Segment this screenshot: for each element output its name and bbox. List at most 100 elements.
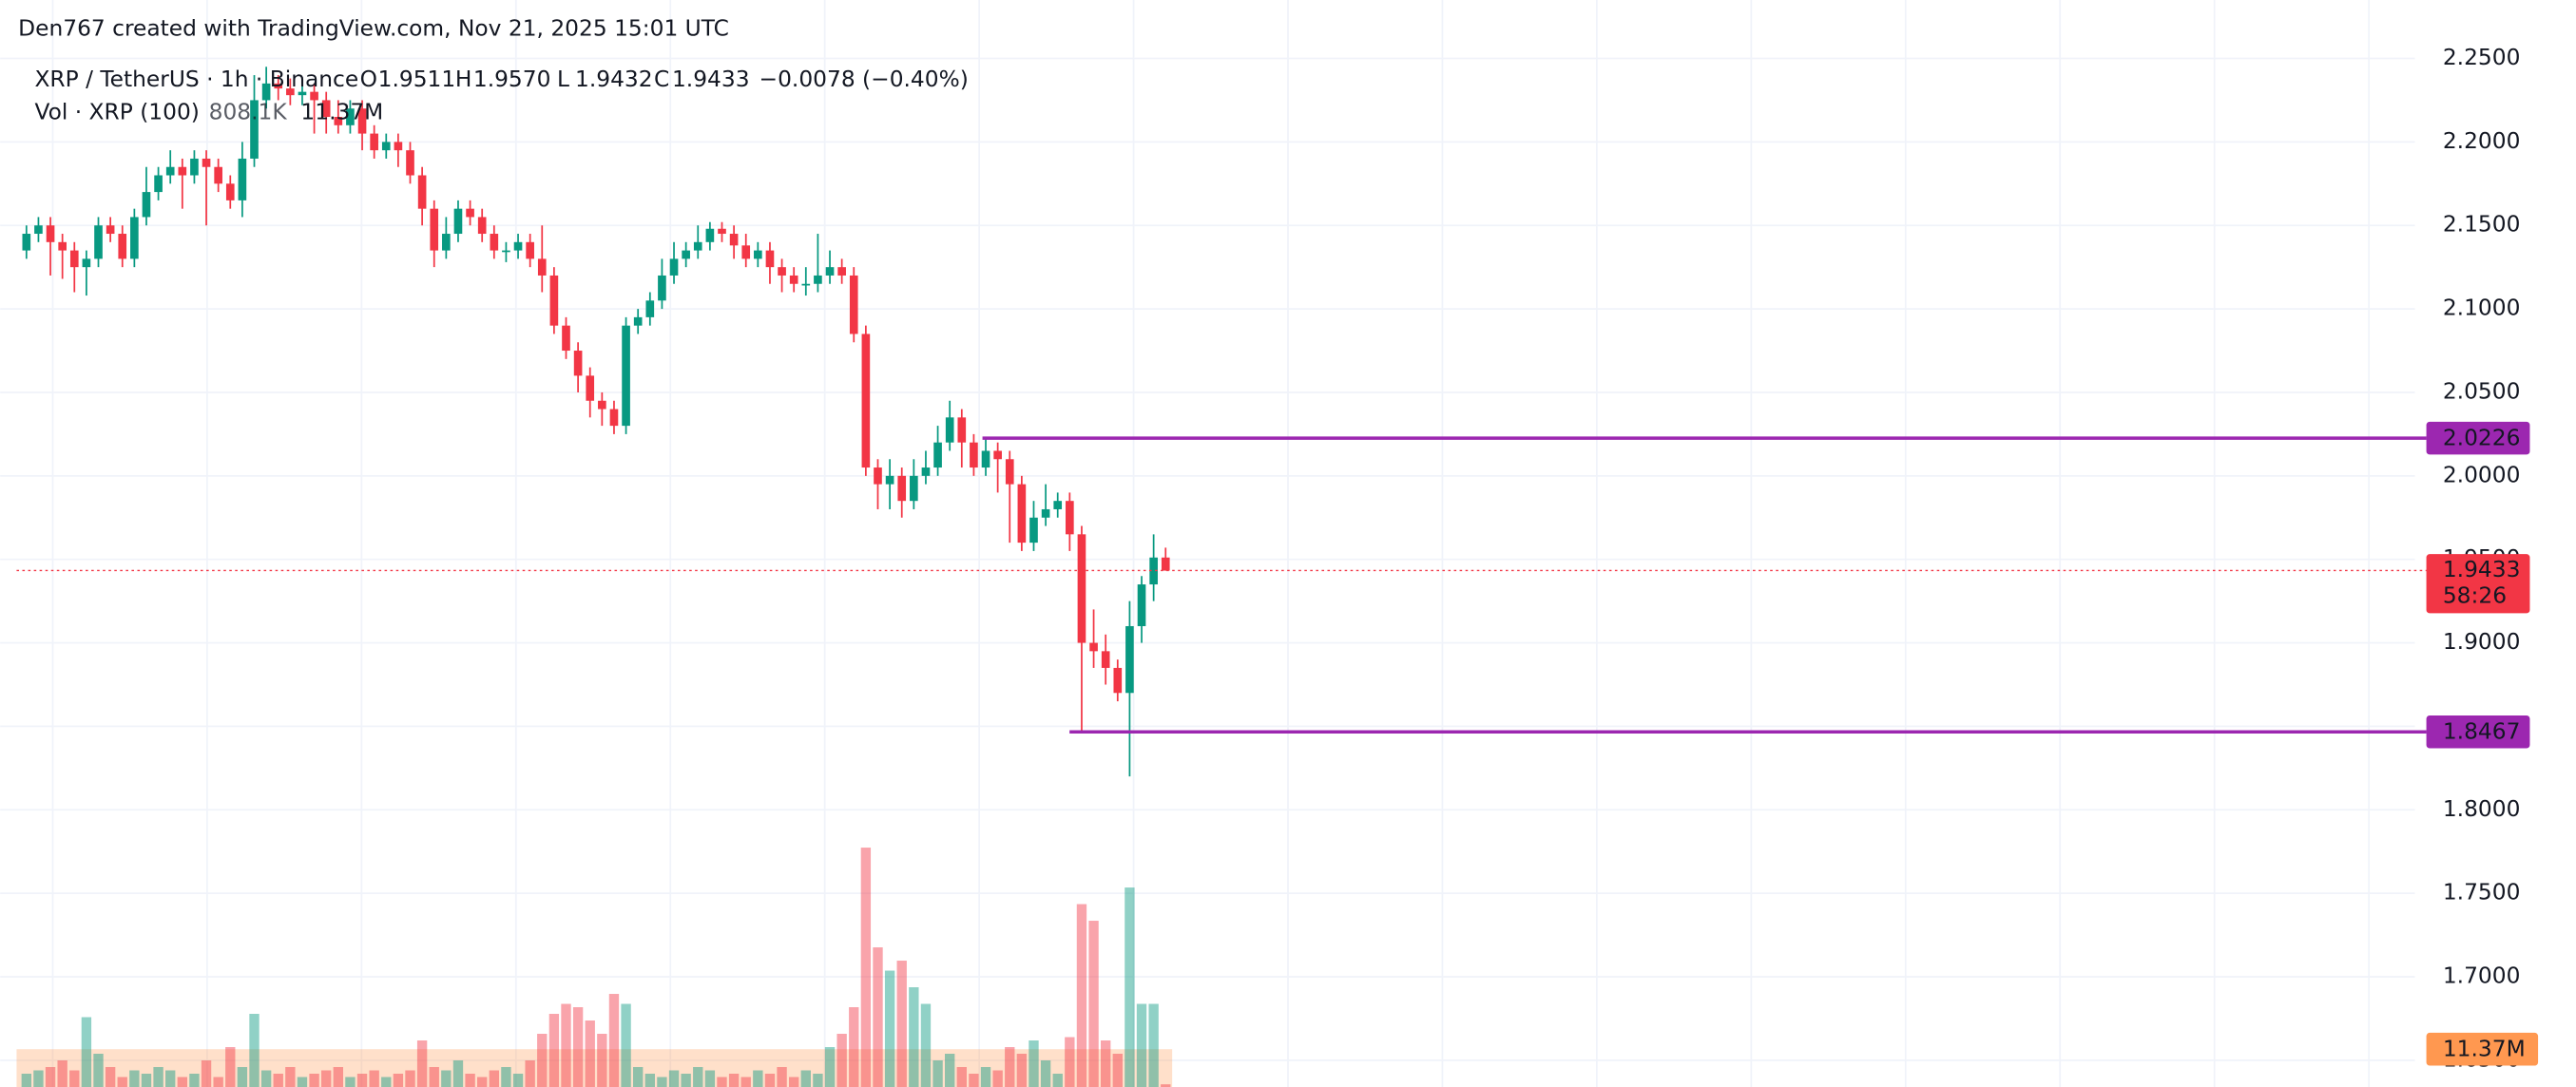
candle-body bbox=[586, 375, 595, 401]
attribution: Den767 created with TradingView.com, Nov… bbox=[18, 16, 729, 42]
volume-bar bbox=[1161, 1084, 1171, 1087]
candle-body bbox=[82, 258, 91, 268]
level-label: 2.0226 bbox=[2443, 425, 2521, 450]
volume-bar bbox=[621, 1003, 631, 1087]
candle-body bbox=[897, 475, 907, 502]
volume-bar bbox=[909, 987, 919, 1087]
candle-body bbox=[970, 442, 978, 468]
volume-bar bbox=[117, 1077, 127, 1087]
volume-bar bbox=[896, 961, 907, 1087]
volume-bar bbox=[920, 1003, 932, 1087]
candle-body bbox=[334, 117, 343, 125]
volume-bar bbox=[1028, 1040, 1039, 1087]
price-label: 1.9433 bbox=[2443, 557, 2521, 582]
candle-body bbox=[549, 275, 559, 326]
level-label: 1.8467 bbox=[2443, 719, 2521, 745]
volume-bar bbox=[1088, 921, 1099, 1087]
volume-bar bbox=[1136, 1003, 1147, 1087]
candle-body bbox=[1029, 517, 1038, 544]
candle-body bbox=[69, 250, 79, 268]
candle-body bbox=[130, 217, 139, 259]
volume-bar bbox=[345, 1077, 356, 1087]
candle-body bbox=[154, 175, 163, 193]
candle-body bbox=[346, 108, 355, 125]
volume-bar bbox=[969, 1074, 979, 1087]
volume-bar bbox=[1005, 1047, 1015, 1087]
candle-body bbox=[669, 258, 679, 276]
candle-body bbox=[106, 225, 115, 235]
volume-bar bbox=[1065, 1037, 1075, 1087]
volume-bar bbox=[537, 1034, 548, 1087]
volume-bar bbox=[429, 1067, 439, 1087]
candle-body bbox=[214, 166, 222, 184]
countdown: 58:26 bbox=[2443, 583, 2507, 609]
candle-body bbox=[1017, 484, 1027, 544]
candle-body bbox=[693, 241, 702, 251]
volume-bar bbox=[416, 1040, 428, 1087]
y-tick-label: 1.8000 bbox=[2443, 796, 2521, 822]
volume-bar bbox=[585, 1020, 595, 1087]
volume-bar bbox=[1016, 1054, 1028, 1087]
volume-ma-label: 11.37M bbox=[2443, 1037, 2526, 1062]
volume-bar bbox=[608, 994, 620, 1087]
volume-bar bbox=[285, 1067, 296, 1087]
volume-bar bbox=[369, 1070, 379, 1087]
candle-body bbox=[370, 133, 378, 151]
volume-bar bbox=[849, 1007, 859, 1087]
ohlc-letter: H bbox=[455, 67, 472, 92]
candle-body bbox=[502, 250, 510, 253]
ohlc-value: 1.9511 bbox=[378, 67, 456, 92]
volume-bar bbox=[717, 1077, 727, 1087]
volume-bar bbox=[213, 1077, 223, 1087]
candle-body bbox=[633, 316, 643, 326]
candle-body bbox=[682, 250, 690, 259]
candle-body bbox=[1149, 557, 1158, 585]
volume-bar bbox=[512, 1074, 524, 1087]
candle-body bbox=[573, 351, 583, 376]
candle-body bbox=[142, 192, 151, 218]
volume-bar bbox=[489, 1070, 499, 1087]
candle-body bbox=[993, 450, 1002, 460]
candle-body bbox=[933, 442, 942, 468]
volume-bar bbox=[945, 1054, 955, 1087]
volume-bar bbox=[249, 1014, 260, 1087]
volume-bar bbox=[561, 1003, 571, 1087]
volume-bar bbox=[465, 1074, 475, 1087]
volume-bar bbox=[824, 1047, 836, 1087]
volume-ma-area bbox=[16, 1049, 1173, 1087]
candle-body bbox=[466, 208, 474, 218]
volume-bar bbox=[1100, 1040, 1111, 1087]
volume-bar bbox=[932, 1060, 943, 1087]
candle-body bbox=[1161, 557, 1170, 571]
volume-bar bbox=[393, 1074, 404, 1087]
volume-bar bbox=[21, 1074, 32, 1087]
volume-bar bbox=[69, 1070, 80, 1087]
candle-body bbox=[861, 334, 871, 468]
candle-body bbox=[58, 241, 67, 251]
ohlc-letter: C bbox=[654, 67, 669, 92]
volume-bar bbox=[129, 1070, 140, 1087]
candle-body bbox=[1137, 584, 1146, 626]
volume-bar bbox=[789, 1077, 799, 1087]
candle-body bbox=[778, 267, 786, 276]
level-label-box bbox=[2426, 715, 2530, 749]
volume-bar bbox=[405, 1070, 415, 1087]
volume-bar bbox=[753, 1070, 763, 1087]
volume-bar bbox=[633, 1067, 644, 1087]
volume-bar bbox=[201, 1060, 212, 1087]
volume-bar bbox=[452, 1060, 464, 1087]
candle-body bbox=[598, 400, 606, 410]
volume-bar bbox=[33, 1070, 44, 1087]
volume-bar bbox=[980, 1067, 991, 1087]
candle-body bbox=[910, 475, 918, 502]
volume-bar bbox=[237, 1067, 248, 1087]
volume-bar bbox=[225, 1047, 236, 1087]
candle-body bbox=[609, 409, 619, 427]
candle-body bbox=[22, 234, 31, 251]
candle-body bbox=[622, 325, 630, 427]
volume-bar bbox=[260, 1070, 272, 1087]
candle-body bbox=[718, 228, 726, 235]
candle-body bbox=[754, 250, 762, 259]
candle-body bbox=[190, 158, 199, 176]
